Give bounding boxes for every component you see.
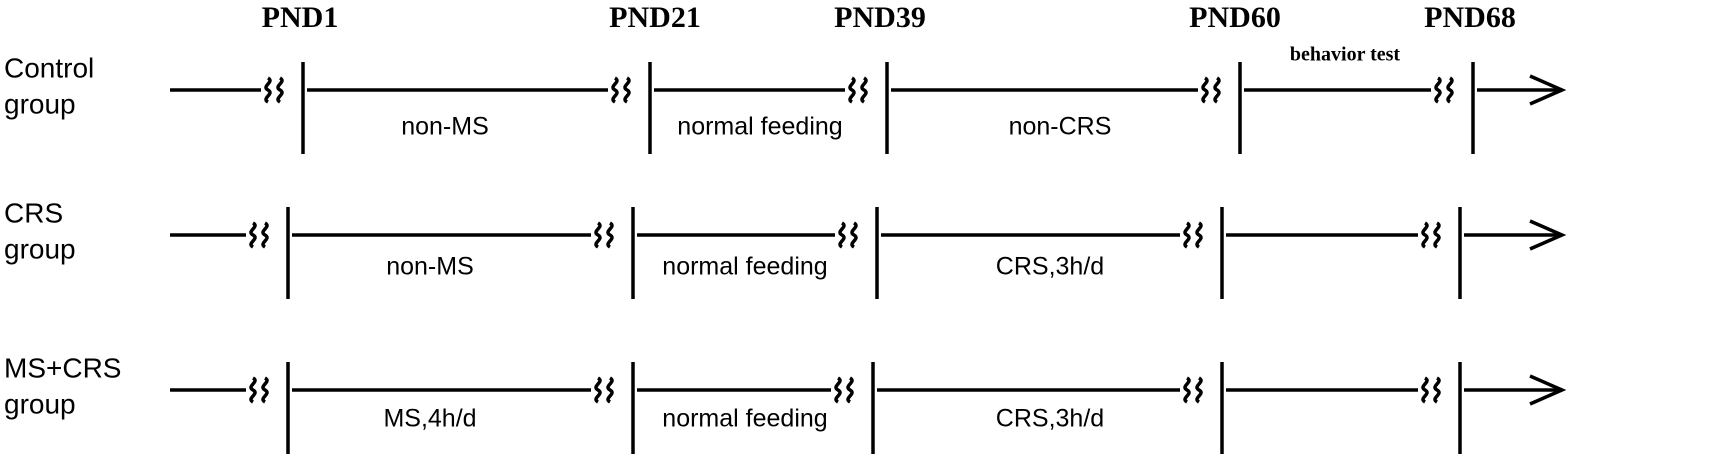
break-mark [594,376,614,404]
group-label: group [4,233,76,264]
arrow-head [1529,219,1567,251]
group-label: Control [4,52,94,83]
break-mark [1421,376,1441,404]
break-mark [1201,76,1221,104]
break-mark [838,221,858,249]
group-label: group [4,88,76,119]
segment-label: normal feeding [662,253,827,281]
group-label: MS+CRS [4,352,121,383]
break-mark [834,376,854,404]
break-mark [594,221,614,249]
timepoint-label: PND21 [609,1,701,34]
break-mark [264,76,284,104]
break-mark [1183,376,1203,404]
arrow-head [1529,74,1567,106]
group-label: group [4,388,76,419]
break-mark [249,376,269,404]
group-label: CRS [4,197,63,228]
segment-label: non-MS [386,253,474,281]
timepoint-label: PND60 [1189,1,1281,34]
arrow-head [1529,374,1567,406]
segment-label: CRS,3h/d [996,253,1104,281]
break-mark [848,76,868,104]
break-mark [1434,76,1454,104]
break-mark [1183,221,1203,249]
break-mark [249,221,269,249]
segment-label: MS,4h/d [383,405,476,433]
timepoint-label: PND1 [262,1,339,34]
break-mark [611,76,631,104]
segment-label: non-MS [401,113,489,141]
segment-label: normal feeding [677,113,842,141]
segment-label: CRS,3h/d [996,405,1104,433]
annotation: behavior test [1290,44,1401,66]
timepoint-label: PND68 [1424,1,1516,34]
segment-label: non-CRS [1009,113,1112,141]
segment-label: normal feeding [662,405,827,433]
break-mark [1421,221,1441,249]
timepoint-label: PND39 [834,1,926,34]
